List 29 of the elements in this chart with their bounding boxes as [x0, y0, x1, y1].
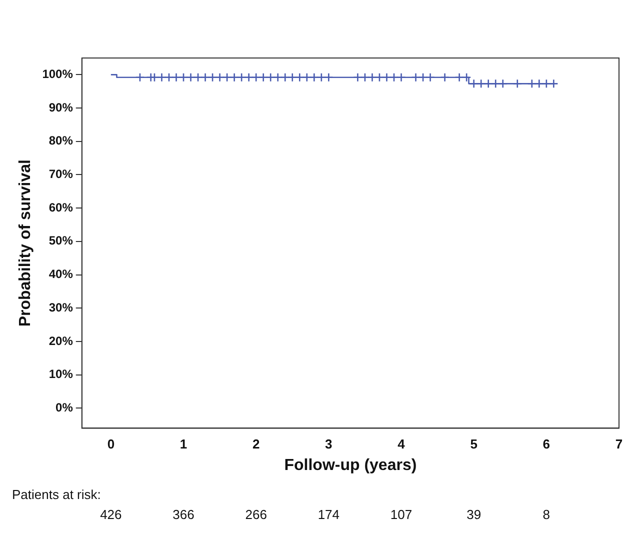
x-tick-label: 2: [252, 436, 260, 452]
y-tick-label: 90%: [48, 100, 74, 114]
y-tick-label: 0%: [56, 400, 74, 414]
y-tick-label: 50%: [48, 234, 74, 248]
y-tick-label: 80%: [48, 134, 74, 148]
x-tick-label: 7: [615, 436, 623, 452]
text: 107: [390, 507, 412, 522]
text: 266: [245, 507, 267, 522]
x-tick-label: 4: [398, 436, 406, 452]
text: 39: [466, 507, 482, 522]
x-tick-label: 1: [180, 436, 188, 452]
x-tick-label: 0: [107, 436, 115, 452]
y-tick-label: 30%: [48, 300, 74, 314]
y-tick-label: 60%: [48, 200, 74, 214]
x-tick-label: 3: [325, 436, 332, 452]
text: Patients at risk:: [12, 487, 101, 502]
y-axis-title: Probability of survival: [17, 160, 34, 327]
y-tick-label: 20%: [48, 334, 74, 348]
y-tick-label: 100%: [42, 66, 74, 81]
x-tick-label: 5: [470, 436, 478, 452]
y-tick-label: 70%: [48, 167, 74, 182]
x-tick-label: 6: [542, 436, 550, 452]
text: 174: [318, 507, 340, 522]
x-axis-title: Follow-up (years): [284, 456, 417, 474]
text: 8: [542, 507, 550, 522]
y-tick-label: 10%: [48, 367, 74, 382]
text: 426: [100, 507, 122, 522]
text: 366: [172, 507, 194, 522]
y-tick-label: 40%: [48, 267, 74, 282]
